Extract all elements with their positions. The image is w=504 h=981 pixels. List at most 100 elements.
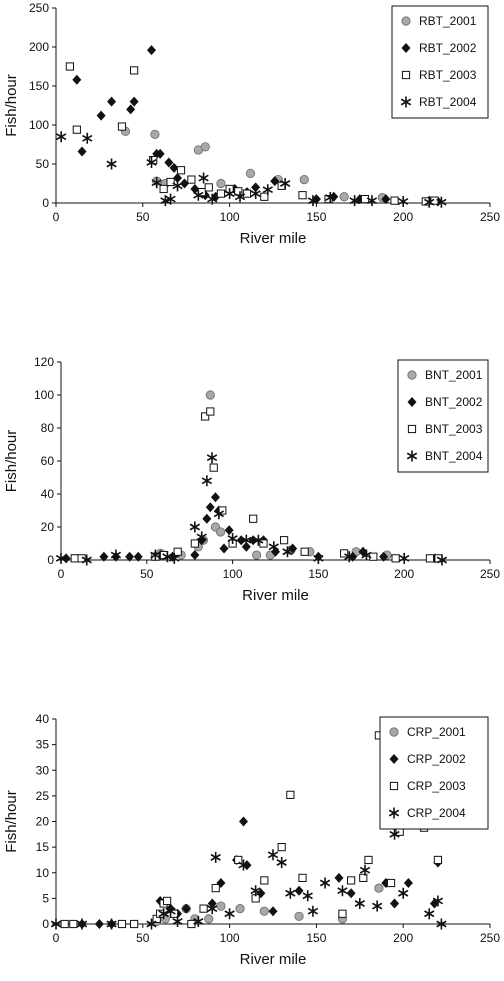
data-point	[276, 857, 287, 868]
data-point	[200, 142, 210, 152]
data-point	[360, 195, 370, 204]
x-tick-label: 100	[223, 567, 243, 581]
data-point	[206, 452, 218, 464]
data-point	[82, 132, 93, 144]
data-point	[259, 906, 269, 916]
legend: CRP_2001 CRP_2002 CRP_2003 CRP_2004	[379, 716, 489, 830]
data-point	[207, 193, 218, 205]
y-tick-label: 150	[29, 79, 49, 93]
data-point	[259, 539, 268, 548]
data-point	[436, 196, 447, 208]
data-point	[215, 527, 226, 537]
data-point	[374, 883, 384, 893]
y-tick-label: 40	[41, 487, 55, 501]
data-point	[146, 918, 157, 930]
data-point	[235, 904, 245, 914]
x-tick-label: 0	[53, 210, 60, 224]
data-point	[199, 904, 208, 913]
data-point	[294, 885, 304, 896]
data-point	[349, 195, 360, 207]
data-point	[216, 178, 226, 189]
data-point	[172, 915, 183, 927]
y-tick-label: 20	[36, 815, 50, 829]
data-point	[216, 189, 226, 198]
data-point	[294, 911, 304, 921]
data-point	[69, 919, 78, 929]
data-point	[398, 195, 409, 207]
series-bnt-2001	[155, 390, 392, 560]
data-point	[299, 175, 309, 185]
y-tick-label: 5	[42, 891, 49, 905]
y-tick-label: 15	[36, 840, 50, 854]
data-point	[94, 919, 104, 929]
data-point	[386, 878, 396, 888]
data-point	[181, 903, 191, 914]
data-point	[198, 172, 209, 184]
x-axis-label: River mile	[240, 951, 307, 968]
y-axis-label: Fish/hour	[3, 430, 20, 493]
legend-label: RBT_2001	[419, 14, 477, 28]
x-axis-label: River mile	[240, 230, 307, 247]
series-bnt-2004	[55, 452, 448, 566]
legend-marker	[388, 807, 400, 819]
data-point	[366, 195, 378, 207]
data-point	[169, 162, 179, 173]
data-point	[390, 898, 400, 909]
data-point	[126, 104, 136, 115]
series-crp-2002	[77, 816, 443, 929]
legend: BNT_2001 BNT_2002 BNT_2003 BNT_2004	[397, 359, 489, 473]
x-tick-label: 100	[220, 210, 240, 224]
data-point	[173, 547, 182, 556]
y-tick-label: 0	[47, 553, 54, 567]
x-tick-label: 50	[136, 931, 150, 945]
data-point	[398, 887, 409, 899]
legend-label: CRP_2003	[407, 779, 466, 793]
data-point	[213, 508, 225, 520]
data-point	[50, 918, 62, 930]
data-point	[172, 180, 183, 192]
legend-label: RBT_2002	[419, 41, 477, 55]
data-point	[56, 131, 67, 143]
legend-marker	[406, 450, 418, 462]
data-point	[130, 66, 139, 75]
data-point	[268, 906, 278, 917]
data-point	[250, 885, 261, 897]
y-tick-label: 25	[36, 789, 50, 803]
data-point	[277, 843, 286, 852]
legend-label: BNT_2001	[425, 368, 483, 382]
data-point	[238, 816, 248, 827]
data-point	[248, 535, 258, 546]
x-tick-label: 50	[136, 210, 150, 224]
data-point	[70, 554, 79, 563]
x-tick-label: 50	[140, 567, 154, 581]
data-point	[361, 549, 372, 561]
data-point	[193, 189, 204, 201]
x-tick-label: 200	[394, 567, 414, 581]
data-point	[286, 790, 295, 799]
data-point	[390, 196, 399, 205]
data-point	[354, 898, 365, 909]
y-tick-label: 30	[36, 763, 50, 777]
data-point	[236, 535, 246, 546]
data-point	[76, 918, 88, 930]
y-tick-label: 80	[41, 421, 55, 435]
data-point	[379, 551, 389, 562]
data-point	[106, 918, 117, 930]
data-point	[298, 191, 307, 200]
data-point	[204, 183, 213, 192]
series-crp-2004	[50, 828, 447, 930]
data-point	[279, 536, 289, 545]
y-tick-label: 200	[29, 40, 49, 54]
legend-marker	[407, 397, 417, 407]
data-point	[340, 549, 349, 558]
data-point	[436, 918, 447, 930]
data-point	[424, 908, 435, 920]
legend-marker	[401, 43, 411, 53]
crp-chart: 0 5 10 15 20 25 30 35 40 0 50 100 150 200 250 River mil…	[3, 712, 500, 968]
data-point	[211, 884, 220, 893]
y-tick-label: 40	[36, 712, 50, 726]
data-point	[209, 463, 218, 472]
data-point	[260, 192, 269, 201]
data-point	[242, 189, 252, 198]
series-bnt-2002	[61, 492, 440, 564]
